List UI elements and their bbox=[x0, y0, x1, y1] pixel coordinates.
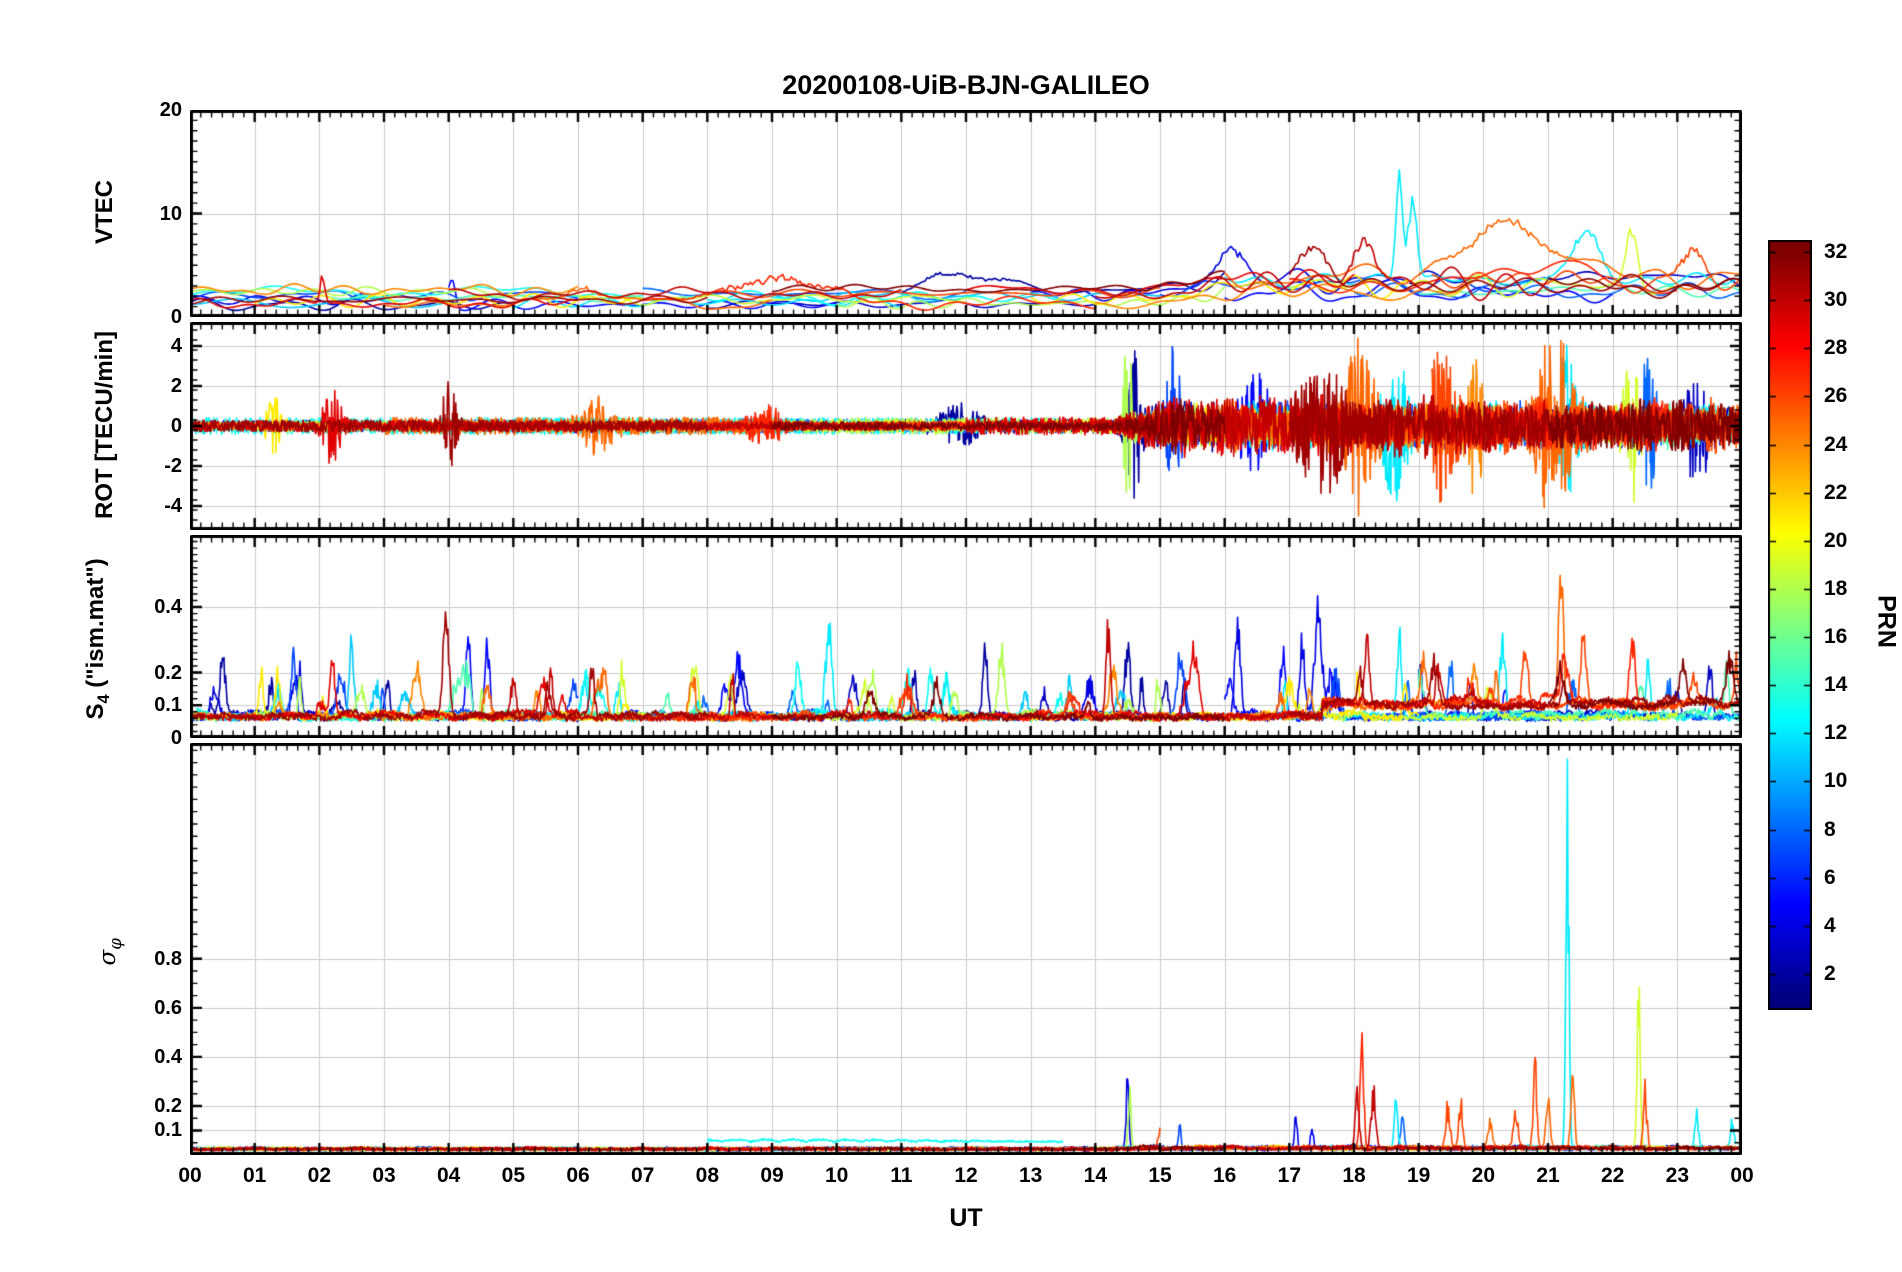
x-tick-label: 17 bbox=[1277, 1164, 1301, 1187]
x-tick-label: 09 bbox=[760, 1164, 784, 1187]
x-tick-label: 12 bbox=[954, 1164, 978, 1187]
x-tick-label: 18 bbox=[1342, 1164, 1366, 1187]
colorbar-tick-label: 24 bbox=[1824, 432, 1848, 456]
y-tick-label: 0.4 bbox=[154, 596, 182, 619]
x-tick-label: 15 bbox=[1148, 1164, 1172, 1187]
sigma-plot-canvas bbox=[190, 743, 1742, 1155]
y-tick-label: 20 bbox=[159, 99, 182, 121]
s4-label-main: S bbox=[82, 703, 110, 720]
y-tick-label: 4 bbox=[170, 335, 182, 357]
colorbar-tick-label: 6 bbox=[1824, 865, 1836, 889]
rot-plot-canvas bbox=[190, 322, 1742, 530]
colorbar-tick-label: 28 bbox=[1824, 336, 1848, 360]
y-tick-label: 2 bbox=[170, 375, 182, 397]
s4-plot-canvas bbox=[190, 535, 1742, 738]
s4-label-rest: ("ism.mat") bbox=[82, 558, 110, 695]
colorbar-tick-label: 18 bbox=[1824, 576, 1848, 600]
x-tick-label: 01 bbox=[242, 1164, 267, 1187]
x-tick-label: 11 bbox=[890, 1164, 913, 1187]
y-tick-label: -4 bbox=[164, 495, 182, 517]
colorbar-tick-label: 32 bbox=[1824, 240, 1848, 264]
x-tick-label: 20 bbox=[1471, 1164, 1495, 1187]
x-tick-label: 04 bbox=[436, 1164, 461, 1187]
x-tick-label: 21 bbox=[1536, 1164, 1560, 1187]
x-tick-label: 10 bbox=[824, 1164, 849, 1187]
y-tick-label: 10 bbox=[159, 202, 182, 225]
colorbar-tick-label: 12 bbox=[1824, 721, 1848, 745]
y-tick-label: 0.1 bbox=[154, 694, 182, 717]
colorbar-tick-label: 20 bbox=[1824, 528, 1848, 552]
vtec-plot-canvas bbox=[190, 110, 1742, 317]
x-axis-label: UT bbox=[949, 1204, 983, 1232]
x-tick-label: 02 bbox=[307, 1164, 331, 1187]
x-tick-label: 14 bbox=[1083, 1164, 1107, 1187]
x-tick-label: 13 bbox=[1018, 1164, 1043, 1187]
x-tick-label: 03 bbox=[372, 1164, 396, 1187]
y-tick-label: 0 bbox=[170, 727, 182, 749]
x-tick-label: 19 bbox=[1406, 1164, 1431, 1187]
x-tick-label: 23 bbox=[1665, 1164, 1689, 1187]
vtec-axis-label-text: VTEC bbox=[91, 180, 118, 245]
y-tick-label: 0.2 bbox=[154, 1094, 182, 1117]
y-tick-label: 0 bbox=[170, 415, 182, 437]
y-tick-label: -2 bbox=[164, 455, 182, 477]
x-tick-label: 05 bbox=[501, 1164, 525, 1187]
y-tick-label: 0.8 bbox=[154, 947, 182, 970]
s4-label-sub: 4 bbox=[94, 694, 113, 704]
x-tick-label: 00 bbox=[178, 1164, 202, 1187]
colorbar-tick-label: 26 bbox=[1824, 384, 1848, 408]
x-tick-label: 08 bbox=[695, 1164, 719, 1187]
colorbar-tick-label: 10 bbox=[1824, 769, 1848, 793]
colorbar-tick-label: 16 bbox=[1824, 625, 1848, 649]
x-tick-label: 07 bbox=[630, 1164, 655, 1187]
chart-title: 20200108-UiB-BJN-GALILEO bbox=[782, 70, 1150, 100]
y-tick-label: 0.4 bbox=[154, 1045, 182, 1068]
s4-axis-label: S4 ("ism.mat") bbox=[81, 479, 119, 799]
colorbar-tick-label: 4 bbox=[1824, 913, 1836, 937]
colorbar-tick-label: 2 bbox=[1824, 961, 1836, 985]
y-tick-label: 0.6 bbox=[154, 996, 182, 1019]
x-tick-label: 00 bbox=[1730, 1164, 1754, 1187]
colorbar-tick-label: 22 bbox=[1824, 480, 1848, 504]
x-tick-label: 22 bbox=[1600, 1164, 1625, 1187]
colorbar-tick-label: 14 bbox=[1824, 673, 1848, 697]
colorbar-tick-label: 30 bbox=[1824, 288, 1848, 312]
y-tick-label: 0 bbox=[170, 306, 182, 328]
colorbar-tick-label: 8 bbox=[1824, 817, 1836, 841]
x-tick-label: 06 bbox=[566, 1164, 590, 1187]
y-tick-label: 0.1 bbox=[154, 1119, 182, 1142]
x-tick-label: 16 bbox=[1212, 1164, 1237, 1187]
colorbar bbox=[1768, 240, 1812, 1010]
y-tick-label: 0.2 bbox=[154, 661, 182, 684]
